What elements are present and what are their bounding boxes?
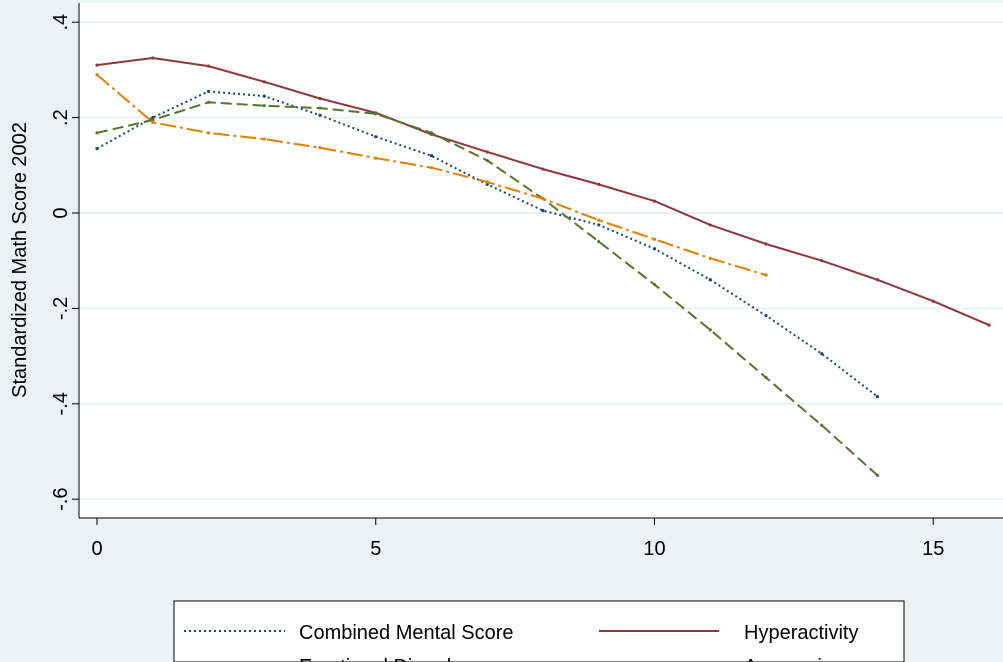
data-point <box>151 56 155 60</box>
y-tick-label: .2 <box>50 109 72 126</box>
x-tick-label: 0 <box>91 538 102 560</box>
data-point <box>318 106 322 110</box>
data-point <box>820 259 824 263</box>
data-point <box>541 209 545 213</box>
legend-label: Aggression <box>744 656 844 662</box>
data-point <box>875 278 880 282</box>
data-point <box>429 166 434 170</box>
series-layer <box>95 56 991 477</box>
data-point <box>95 131 99 135</box>
axes: .4 .2 0 -.2 -.4 -.6 0 5 10 15 <box>50 3 1003 560</box>
data-point <box>206 64 211 68</box>
data-point <box>374 156 378 160</box>
data-point <box>820 352 824 356</box>
data-point <box>262 94 266 98</box>
data-point <box>764 313 768 318</box>
data-point <box>485 182 489 186</box>
legend: Combined Mental Score Hyperactivity Emotio… <box>173 600 905 662</box>
data-point <box>597 223 601 227</box>
data-point <box>95 147 99 151</box>
x-tick-label: 10 <box>643 538 665 560</box>
y-tick-label: -.6 <box>50 488 72 511</box>
data-point <box>262 104 266 108</box>
data-point <box>151 118 155 122</box>
data-point <box>151 120 155 124</box>
data-point <box>708 328 712 332</box>
data-point <box>318 96 322 101</box>
legend-label: Combined Mental Score <box>299 622 514 644</box>
data-point <box>485 150 489 154</box>
data-point <box>820 423 824 427</box>
data-point <box>987 323 991 327</box>
data-point <box>652 282 657 287</box>
data-point <box>708 256 712 260</box>
y-tick-label: .4 <box>50 14 72 31</box>
data-point <box>374 135 378 139</box>
legend-item: Hyperactivity <box>599 622 858 644</box>
legend-box <box>173 600 905 662</box>
series-combined-mental-score <box>95 89 880 399</box>
data-point <box>95 63 99 67</box>
data-point <box>875 473 880 477</box>
data-point <box>429 154 434 158</box>
data-point <box>541 167 545 171</box>
gridlines <box>79 21 1003 501</box>
data-point <box>262 80 266 84</box>
y-tick-label: 0 <box>50 207 72 218</box>
plot-area <box>79 3 1003 518</box>
legend-label: Hyperactivity <box>744 622 858 644</box>
data-point <box>206 100 211 104</box>
y-tick-label: -.4 <box>50 392 72 415</box>
y-axis-title: Standardized Math Score 2002 <box>9 122 31 398</box>
data-point <box>875 395 880 399</box>
legend-item: Emotional Disorder <box>299 656 469 662</box>
data-point <box>931 299 935 303</box>
data-point <box>597 182 601 186</box>
data-point <box>429 131 434 135</box>
data-point <box>318 113 322 117</box>
data-point <box>652 199 657 203</box>
series-aggression <box>95 73 768 277</box>
data-point <box>652 237 657 241</box>
data-point <box>708 278 712 282</box>
legend-item: Aggression <box>744 656 844 662</box>
data-point <box>652 247 657 251</box>
data-point <box>206 131 211 135</box>
data-point <box>764 242 768 246</box>
data-point <box>541 197 545 201</box>
legend-label: Emotional Disorder <box>299 656 469 662</box>
data-point <box>485 180 489 184</box>
data-point <box>597 240 601 244</box>
y-tick-label: -.2 <box>50 297 72 320</box>
x-tick-label: 15 <box>922 538 944 560</box>
data-point <box>318 146 322 150</box>
data-point <box>206 89 211 93</box>
series-hyperactivity <box>95 56 991 327</box>
legend-item: Combined Mental Score <box>184 622 514 644</box>
data-point <box>374 112 378 116</box>
data-point <box>262 137 266 141</box>
data-point <box>151 116 155 120</box>
data-point <box>95 73 99 77</box>
data-point <box>764 375 768 380</box>
x-tick-label: 5 <box>370 538 381 560</box>
data-point <box>597 218 601 222</box>
data-point <box>708 223 712 227</box>
series-emotional-disorder <box>95 100 880 477</box>
data-point <box>764 273 768 277</box>
data-point <box>485 158 489 163</box>
